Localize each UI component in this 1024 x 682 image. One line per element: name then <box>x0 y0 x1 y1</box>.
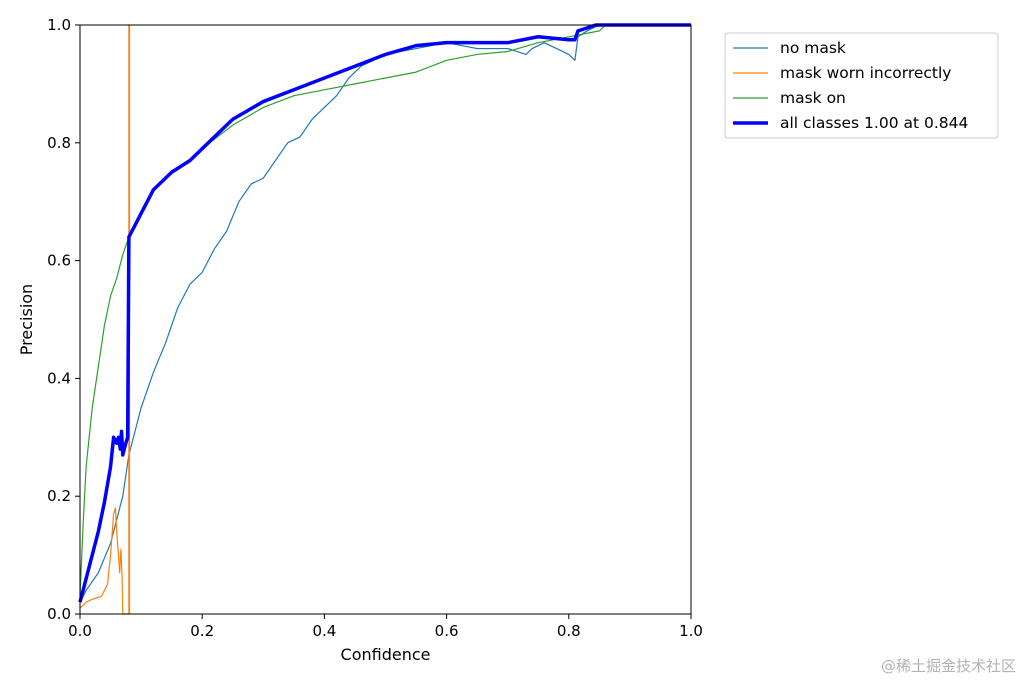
y-axis-label: Precision <box>17 284 36 355</box>
axes-frame <box>79 24 692 615</box>
series-line-2 <box>79 24 691 597</box>
x-tick-label: 0.8 <box>557 622 581 640</box>
legend-label-0: no mask <box>780 39 846 57</box>
y-tick-label: 0.0 <box>47 605 71 623</box>
x-tick-label: 0.2 <box>190 622 214 640</box>
y-tick-label: 0.2 <box>47 487 71 505</box>
plot-area <box>78 23 691 615</box>
x-tick-label: 0.4 <box>312 622 336 640</box>
series-line-3 <box>78 23 691 603</box>
legend-label-3: all classes 1.00 at 0.844 <box>780 114 968 132</box>
y-axis: 0.0 0.2 0.4 0.6 0.8 1.0 <box>47 16 80 623</box>
y-tick-label: 0.8 <box>47 134 71 152</box>
series-line-0 <box>79 24 691 603</box>
x-tick-label: 1.0 <box>679 622 703 640</box>
x-tick-label: 0.0 <box>68 622 92 640</box>
watermark-text: @稀土掘金技术社区 <box>880 657 1016 675</box>
y-tick-label: 0.4 <box>47 369 71 387</box>
legend-frame <box>724 32 999 139</box>
legend-label-2: mask on <box>780 89 846 107</box>
x-axis: 0.0 0.2 0.4 0.6 0.8 1.0 <box>68 614 703 640</box>
y-tick-label: 1.0 <box>47 16 71 34</box>
y-tick-label: 0.6 <box>47 252 71 270</box>
legend: no mask mask worn incorrectly mask on all c… <box>724 32 999 139</box>
x-axis-label: Confidence <box>341 645 431 664</box>
legend-label-1: mask worn incorrectly <box>780 64 951 82</box>
x-tick-label: 0.6 <box>435 622 459 640</box>
series-line-1 <box>79 24 131 615</box>
